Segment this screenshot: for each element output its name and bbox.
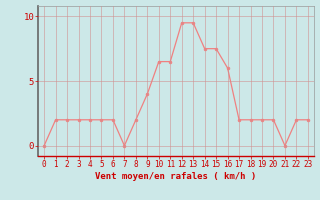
X-axis label: Vent moyen/en rafales ( km/h ): Vent moyen/en rafales ( km/h ) — [95, 172, 257, 181]
